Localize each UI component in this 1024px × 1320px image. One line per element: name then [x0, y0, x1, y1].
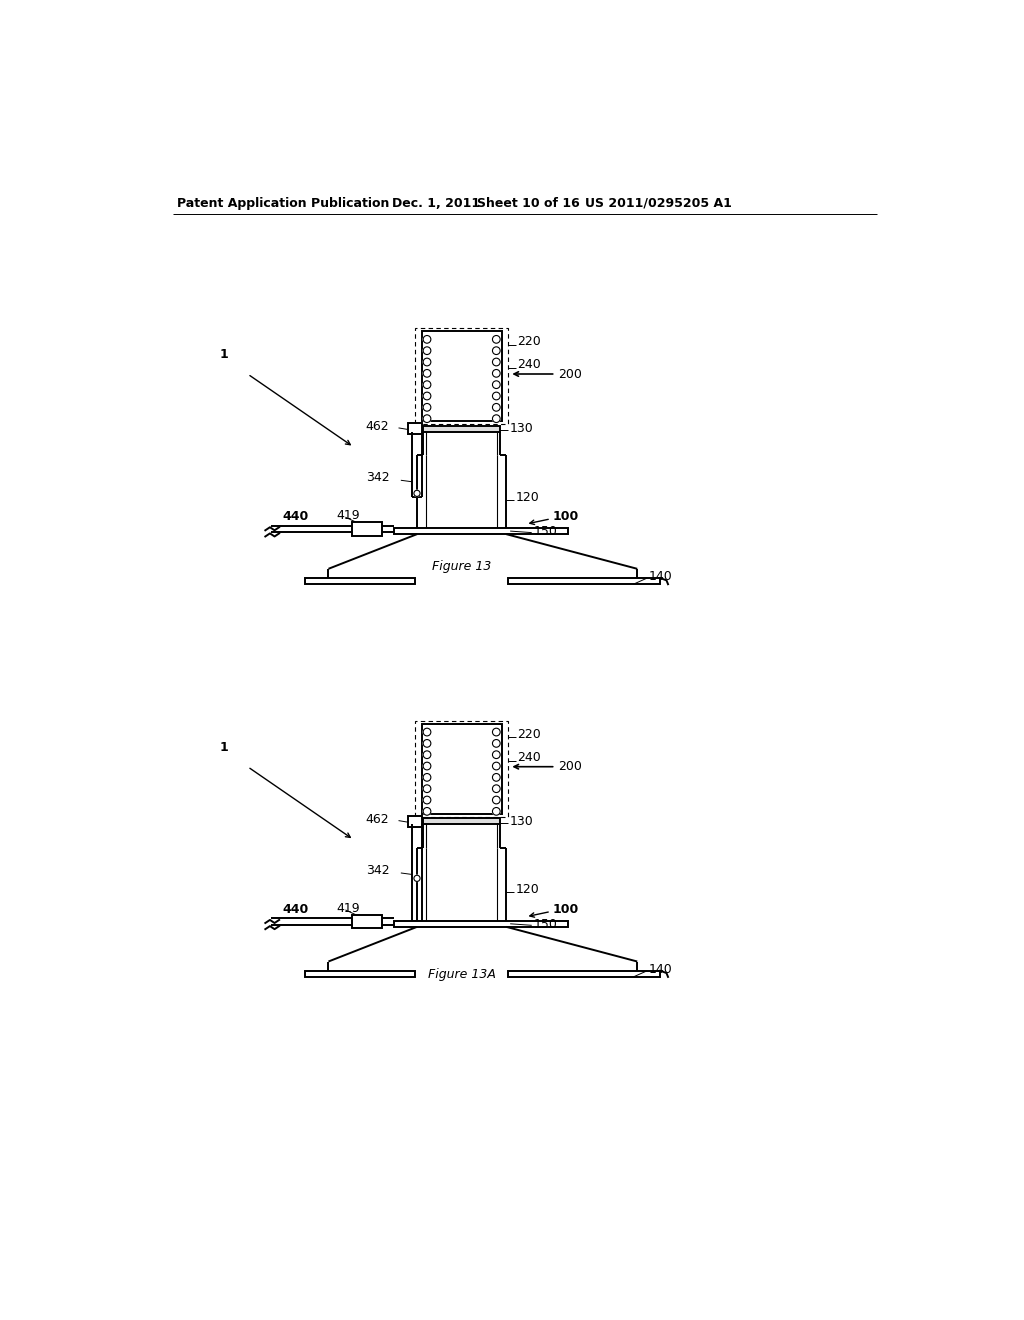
- Bar: [394, 528, 568, 535]
- Circle shape: [423, 785, 431, 792]
- Bar: [305, 970, 416, 977]
- Circle shape: [414, 490, 420, 496]
- Bar: [394, 921, 568, 927]
- Text: Figure 13: Figure 13: [432, 560, 492, 573]
- Circle shape: [493, 774, 500, 781]
- Circle shape: [493, 370, 500, 378]
- Circle shape: [493, 808, 500, 816]
- Circle shape: [493, 404, 500, 412]
- Circle shape: [423, 381, 431, 388]
- Circle shape: [493, 762, 500, 770]
- Text: 220: 220: [517, 727, 541, 741]
- Text: 462: 462: [366, 420, 389, 433]
- Circle shape: [493, 729, 500, 737]
- Bar: [416, 327, 508, 424]
- Text: 240: 240: [517, 358, 541, 371]
- Text: 100: 100: [553, 510, 579, 523]
- Bar: [422, 723, 502, 813]
- Circle shape: [423, 751, 431, 759]
- Circle shape: [493, 392, 500, 400]
- Text: 200: 200: [558, 760, 582, 774]
- Text: Sheet 10 of 16: Sheet 10 of 16: [477, 197, 580, 210]
- Bar: [423, 818, 500, 825]
- Text: 130: 130: [509, 814, 534, 828]
- Circle shape: [423, 404, 431, 412]
- Bar: [416, 721, 508, 817]
- Text: 140: 140: [649, 570, 673, 583]
- Circle shape: [423, 729, 431, 737]
- Bar: [351, 521, 382, 536]
- Circle shape: [423, 370, 431, 378]
- Text: Dec. 1, 2011: Dec. 1, 2011: [392, 197, 480, 210]
- Circle shape: [493, 347, 500, 355]
- Bar: [351, 915, 382, 928]
- Text: 100: 100: [553, 903, 579, 916]
- Text: 440: 440: [283, 510, 308, 523]
- Text: Patent Application Publication: Patent Application Publication: [177, 197, 389, 210]
- Bar: [423, 425, 500, 432]
- Circle shape: [493, 414, 500, 422]
- Bar: [508, 578, 660, 585]
- Circle shape: [423, 392, 431, 400]
- Text: 220: 220: [517, 335, 541, 348]
- Bar: [422, 331, 502, 421]
- Bar: [508, 970, 660, 977]
- Text: 1: 1: [219, 348, 228, 362]
- Text: 342: 342: [367, 471, 390, 484]
- Circle shape: [423, 414, 431, 422]
- Circle shape: [423, 739, 431, 747]
- Bar: [408, 424, 422, 434]
- Circle shape: [414, 875, 420, 882]
- Text: 1: 1: [219, 741, 228, 754]
- Text: Figure 13A: Figure 13A: [428, 968, 496, 981]
- Text: 240: 240: [517, 751, 541, 764]
- Text: 200: 200: [558, 367, 582, 380]
- Circle shape: [493, 796, 500, 804]
- Circle shape: [493, 381, 500, 388]
- Circle shape: [423, 808, 431, 816]
- Text: 150: 150: [534, 917, 557, 931]
- Text: 150: 150: [534, 525, 557, 539]
- Text: 140: 140: [649, 962, 673, 975]
- Circle shape: [423, 335, 431, 343]
- Text: US 2011/0295205 A1: US 2011/0295205 A1: [585, 197, 732, 210]
- Text: 342: 342: [367, 865, 390, 878]
- Circle shape: [493, 785, 500, 792]
- Circle shape: [423, 358, 431, 366]
- Circle shape: [423, 774, 431, 781]
- Circle shape: [423, 347, 431, 355]
- Circle shape: [423, 762, 431, 770]
- Text: 462: 462: [366, 813, 389, 825]
- Bar: [408, 816, 422, 826]
- Circle shape: [493, 335, 500, 343]
- Circle shape: [493, 358, 500, 366]
- Circle shape: [493, 739, 500, 747]
- Bar: [305, 578, 416, 585]
- Text: 419: 419: [336, 510, 359, 523]
- Text: 440: 440: [283, 903, 308, 916]
- Text: 130: 130: [509, 422, 534, 436]
- Text: 419: 419: [336, 902, 359, 915]
- Circle shape: [493, 751, 500, 759]
- Text: 120: 120: [515, 491, 540, 504]
- Text: 120: 120: [515, 883, 540, 896]
- Circle shape: [423, 796, 431, 804]
